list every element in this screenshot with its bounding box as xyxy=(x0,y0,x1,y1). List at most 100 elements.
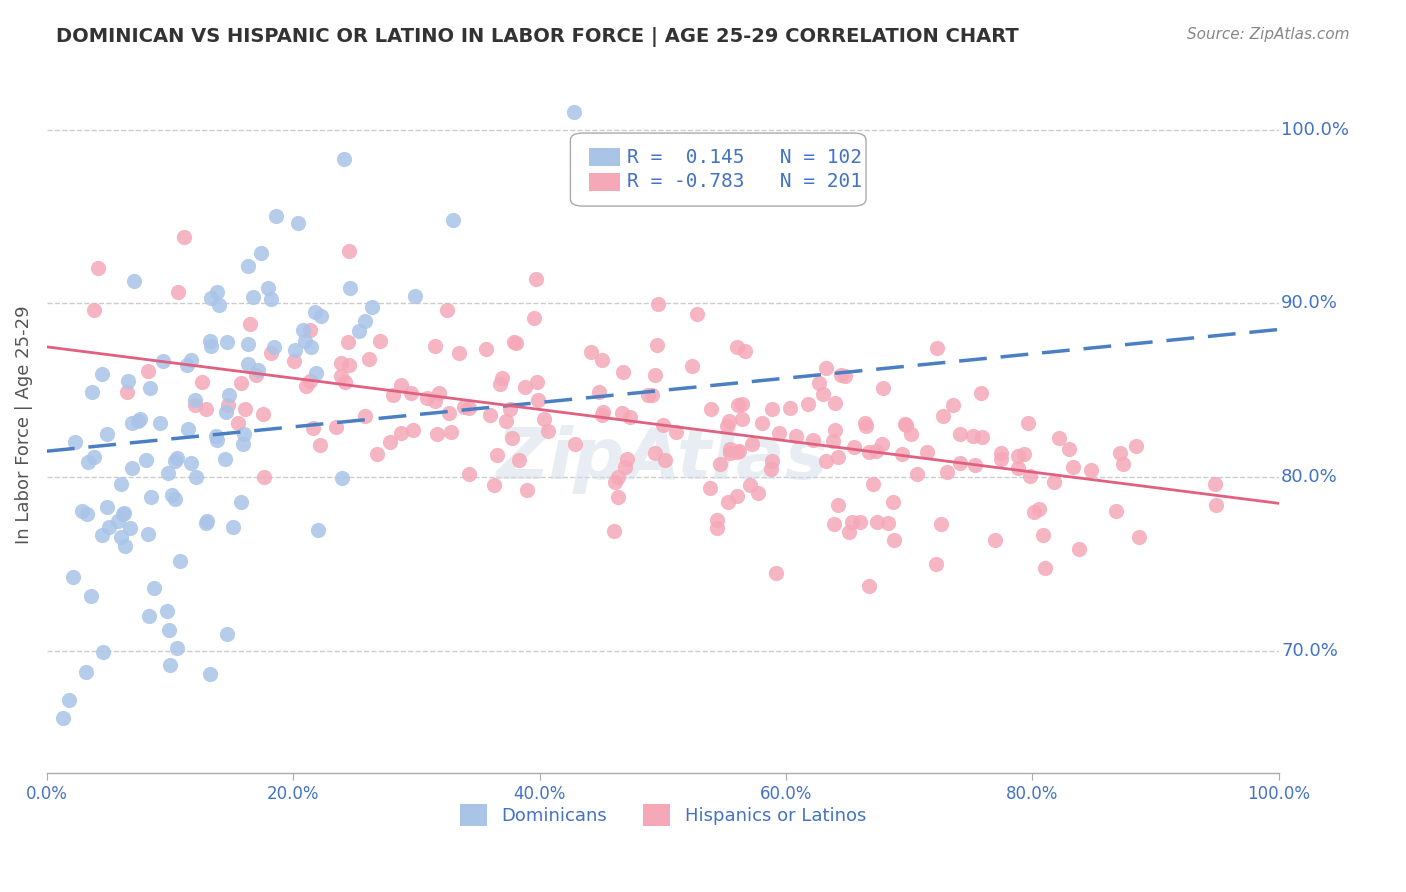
Point xyxy=(533,412,555,426)
Point xyxy=(160,488,183,502)
Text: R =  0.145   N = 102: R = 0.145 N = 102 xyxy=(627,148,862,167)
Point xyxy=(508,452,530,467)
Point xyxy=(440,425,463,439)
Point xyxy=(257,281,280,295)
Point xyxy=(294,378,316,392)
Point xyxy=(423,394,446,409)
Point xyxy=(136,526,159,541)
Point xyxy=(250,246,273,260)
Point xyxy=(214,404,236,418)
Point xyxy=(291,323,314,337)
Point xyxy=(727,443,749,458)
Point xyxy=(844,440,866,454)
Point xyxy=(706,513,728,527)
Point xyxy=(811,386,834,401)
Point xyxy=(905,467,928,481)
Point xyxy=(184,470,207,484)
Point xyxy=(215,335,238,350)
Point xyxy=(801,433,824,447)
Point xyxy=(935,465,957,479)
Point xyxy=(62,570,84,584)
Point xyxy=(785,428,807,442)
Point xyxy=(143,581,166,595)
Point xyxy=(524,272,547,286)
Text: 100.0%: 100.0% xyxy=(1281,120,1350,138)
Point xyxy=(592,405,614,419)
Point xyxy=(231,495,253,509)
Point xyxy=(457,467,479,482)
Point xyxy=(641,387,664,401)
Point xyxy=(1080,463,1102,477)
Point xyxy=(731,412,754,426)
Point xyxy=(91,645,114,659)
Point xyxy=(644,368,666,382)
Point xyxy=(378,435,401,450)
Point xyxy=(120,521,142,535)
Text: 80.0%: 80.0% xyxy=(1281,468,1339,486)
Point xyxy=(337,358,360,372)
Point xyxy=(963,458,986,472)
Point xyxy=(252,408,274,422)
Point xyxy=(205,285,228,299)
Point xyxy=(242,290,264,304)
Point xyxy=(404,289,426,303)
Y-axis label: In Labor Force | Age 25-29: In Labor Force | Age 25-29 xyxy=(15,306,32,544)
Point xyxy=(437,406,460,420)
Point xyxy=(731,397,754,411)
Point xyxy=(399,385,422,400)
Point xyxy=(706,521,728,535)
Point xyxy=(222,520,245,534)
Point xyxy=(1204,476,1226,491)
Point xyxy=(260,292,283,306)
Point xyxy=(229,376,252,391)
Point xyxy=(830,368,852,383)
Point xyxy=(382,387,405,401)
Point xyxy=(564,437,586,451)
Point xyxy=(848,515,870,529)
Point xyxy=(299,375,322,389)
Point xyxy=(841,515,863,529)
Point xyxy=(299,323,322,337)
Point xyxy=(475,343,498,357)
Point xyxy=(900,426,922,441)
Point xyxy=(149,417,172,431)
Point xyxy=(990,452,1012,467)
Point xyxy=(990,446,1012,460)
Point xyxy=(200,339,222,353)
Point xyxy=(176,358,198,372)
Point xyxy=(824,423,846,437)
Point xyxy=(159,657,181,672)
Point xyxy=(894,417,917,432)
Text: ZipAtlas: ZipAtlas xyxy=(496,425,828,494)
Point xyxy=(260,345,283,359)
Point xyxy=(236,259,259,273)
Point xyxy=(247,363,270,377)
Point xyxy=(198,667,221,681)
Point xyxy=(98,520,121,534)
Point xyxy=(606,490,628,504)
Point xyxy=(949,456,972,470)
Point xyxy=(166,285,188,300)
Point xyxy=(607,470,630,484)
Point xyxy=(135,453,157,467)
Point xyxy=(195,514,218,528)
Point xyxy=(759,462,782,476)
Point xyxy=(572,188,595,202)
Point xyxy=(807,376,830,390)
Point xyxy=(127,414,149,428)
Point xyxy=(294,334,316,348)
Point xyxy=(797,397,820,411)
Point xyxy=(591,353,613,368)
Point xyxy=(114,539,136,553)
Point xyxy=(337,334,360,349)
Point xyxy=(87,260,110,275)
Point xyxy=(72,504,94,518)
Point xyxy=(647,296,669,310)
Point xyxy=(613,460,636,475)
Point xyxy=(1047,432,1070,446)
Point xyxy=(562,105,585,120)
Point xyxy=(218,388,240,402)
Text: 70.0%: 70.0% xyxy=(1281,642,1339,660)
Point xyxy=(645,337,668,351)
FancyBboxPatch shape xyxy=(589,148,620,167)
